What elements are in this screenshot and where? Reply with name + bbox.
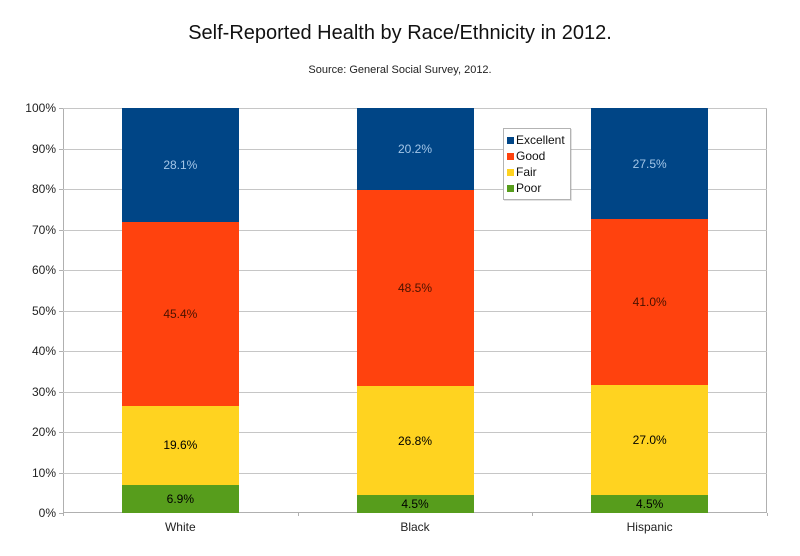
x-axis-category-label: Black (400, 520, 430, 534)
y-axis-tick-label: 60% (31, 263, 56, 277)
y-axis-tick (59, 229, 63, 231)
y-axis-tick (59, 391, 63, 393)
legend-label: Fair (516, 165, 537, 179)
legend-item-fair: Fair (507, 164, 565, 180)
y-axis-tick-label: 40% (31, 344, 56, 358)
chart-subtitle: Source: General Social Survey, 2012. (308, 64, 492, 76)
data-label-fair: 27.0% (632, 433, 667, 448)
y-axis-tick (59, 148, 63, 150)
legend-label: Excellent (516, 133, 565, 147)
y-axis-tick (59, 513, 63, 514)
data-label-good: 48.5% (397, 281, 433, 296)
y-axis-tick-label: 70% (31, 222, 56, 237)
legend-item-good: Good (507, 148, 565, 164)
legend-swatch-fair-icon (507, 168, 514, 176)
data-label-excellent: 28.1% (163, 157, 198, 172)
data-label-fair: 19.6% (163, 438, 198, 453)
data-label-good: 45.4% (163, 306, 198, 321)
data-label-good: 41.0% (632, 295, 667, 310)
y-axis-tick-label: 100% (25, 101, 56, 115)
legend-swatch-good-icon (507, 152, 514, 160)
legend-item-excellent: Excellent (507, 132, 565, 148)
bar-segment-fair (121, 405, 239, 486)
data-label-poor: 4.5% (635, 496, 664, 511)
bar-segment-excellent (356, 108, 474, 190)
y-axis-tick (59, 432, 63, 433)
y-axis-tick-label: 0% (38, 506, 56, 520)
y-axis-tick-label: 30% (31, 384, 56, 399)
legend-swatch-poor-icon (507, 184, 514, 192)
y-axis-tick-label: 20% (31, 425, 56, 439)
bar-segment-poor (121, 485, 239, 513)
x-axis-tick (767, 513, 768, 516)
chart-title: Self-Reported Health by Race/Ethnicity i… (188, 22, 612, 44)
y-axis-tick (59, 108, 63, 109)
x-axis-tick (532, 513, 534, 516)
y-axis-tick (59, 351, 63, 352)
legend-swatch-excellent-icon (507, 136, 514, 144)
bar-segment-good (356, 189, 474, 387)
x-axis-category-label: White (164, 520, 196, 534)
bar-segment-fair (356, 386, 474, 495)
y-axis-tick-label: 80% (31, 182, 56, 196)
x-axis-tick (63, 513, 64, 516)
legend-label: Good (516, 149, 546, 163)
bar-segment-good (591, 219, 709, 386)
bar-segment-poor (356, 494, 474, 513)
legend-item-poor: Poor (507, 180, 565, 196)
data-label-poor: 6.9% (166, 492, 195, 507)
y-axis-tick (59, 310, 63, 312)
bar-segment-good (121, 221, 239, 406)
bar-segment-fair (591, 385, 709, 495)
x-axis-tick (297, 513, 299, 516)
bar-segment-poor (591, 494, 709, 513)
y-axis-tick-label: 50% (31, 303, 56, 318)
data-label-poor: 4.5% (401, 496, 429, 511)
y-axis-tick-label: 90% (31, 141, 56, 156)
x-axis-category-label: Hispanic (626, 520, 673, 534)
legend: Excellent Good Fair Poor (503, 128, 571, 200)
data-label-fair: 26.8% (397, 433, 433, 448)
legend-label: Poor (516, 181, 542, 195)
y-axis-tick (59, 189, 63, 190)
data-label-excellent: 27.5% (632, 156, 667, 171)
bar-segment-excellent (121, 108, 239, 222)
y-axis-tick-label: 10% (31, 465, 56, 480)
bar-segment-excellent (591, 108, 709, 220)
y-axis-tick (59, 472, 63, 474)
y-axis-tick (59, 270, 63, 271)
data-label-excellent: 20.2% (397, 141, 433, 156)
